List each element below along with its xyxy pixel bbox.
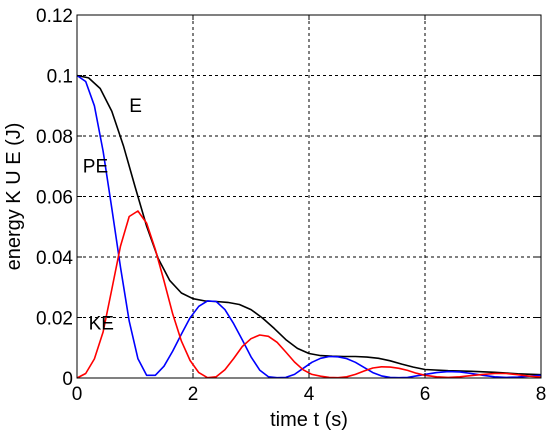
- x-tick-labels: 0 2 4 6 8: [72, 384, 547, 405]
- x-tick-label: 4: [304, 384, 315, 405]
- y-tick-label: 0.12: [36, 6, 73, 27]
- annotation-ke: KE: [89, 314, 114, 335]
- x-tick-label: 6: [420, 384, 431, 405]
- y-tick-labels: 0 0.02 0.04 0.06 0.08 0.1 0.12: [36, 6, 73, 390]
- grid-lines: [77, 15, 541, 378]
- y-tick-label: 0.08: [36, 127, 73, 148]
- annotation-pe: PE: [83, 156, 108, 177]
- y-tick-label: 0: [62, 369, 73, 390]
- y-tick-label: 0.02: [36, 309, 73, 330]
- x-axis-label: time t (s): [270, 409, 348, 431]
- y-axis-label: energy K U E (J): [3, 123, 25, 271]
- y-tick-label: 0.1: [47, 67, 73, 88]
- y-tick-label: 0.04: [36, 248, 73, 269]
- y-tick-label: 0.06: [36, 188, 73, 209]
- x-tick-label: 8: [536, 384, 547, 405]
- annotation-e: E: [129, 96, 142, 117]
- x-tick-label: 2: [188, 384, 199, 405]
- x-tick-label: 0: [72, 384, 83, 405]
